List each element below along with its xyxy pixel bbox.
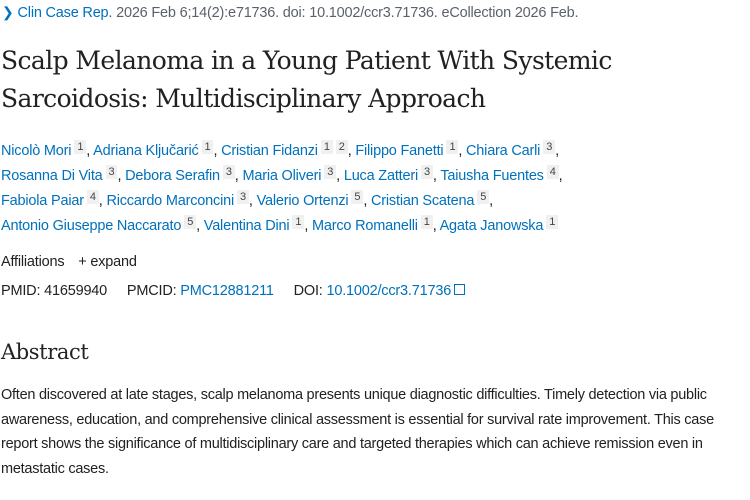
separator: ,	[98, 193, 107, 209]
journal-link[interactable]: Clin Case Rep.	[17, 5, 113, 21]
expand-affiliations-button[interactable]: + expand	[78, 254, 137, 270]
author-line: Antonio Giuseppe Naccarato 5, Valentina D…	[1, 214, 563, 239]
author-line: Fabiola Paiar 4, Riccardo Marconcini 3, Va…	[1, 189, 563, 214]
separator: ,	[86, 143, 94, 159]
separator: ,	[213, 143, 222, 159]
author-link[interactable]: Cristian Fidanzi	[221, 143, 318, 159]
author-link[interactable]: Adriana Ključarić	[93, 143, 199, 159]
affiliation-number[interactable]: 1	[420, 215, 433, 229]
affiliation-number[interactable]: 3	[421, 165, 433, 179]
separator: ,	[458, 143, 467, 159]
affiliation-number[interactable]: 3	[222, 165, 235, 179]
author-link[interactable]: Chiara Carli	[466, 143, 541, 159]
citation-details: 2026 Feb 6;14(2):e71736. doi: 10.1002/cc…	[116, 5, 579, 21]
affiliation-number[interactable]: 1	[320, 140, 333, 154]
affiliations-label: Affiliations	[1, 254, 65, 270]
author-link[interactable]: Riccardo Marconcini	[106, 193, 234, 209]
pmcid-link[interactable]: PMC12881211	[180, 283, 274, 299]
separator: ,	[336, 168, 344, 184]
separator: ,	[117, 168, 126, 184]
pmcid-label: PMCID:	[126, 283, 177, 299]
external-link-icon[interactable]	[454, 284, 466, 295]
affiliation-number[interactable]: 4	[86, 190, 99, 204]
affiliation-number[interactable]: 5	[351, 190, 364, 204]
affiliation-number[interactable]: 3	[324, 165, 337, 179]
separator: ,	[347, 143, 356, 159]
abstract-heading: Abstract	[1, 340, 89, 364]
author-link[interactable]: Valentina Dini	[203, 218, 290, 234]
author-link[interactable]: Nicolò Mori	[1, 143, 72, 159]
pmid-value: 41659940	[44, 283, 108, 299]
author-link[interactable]: Taiusha Fuentes	[440, 168, 544, 184]
affiliation-number[interactable]: 1	[74, 140, 87, 154]
author-link[interactable]: Maria Oliveri	[242, 168, 322, 184]
separator: ,	[248, 193, 257, 209]
author-link[interactable]: Marco Romanelli	[312, 218, 418, 234]
author-line: Nicolò Mori 1, Adriana Ključarić 1, Cristi…	[1, 139, 563, 164]
chevron-right-icon[interactable]: ❯	[2, 4, 14, 20]
author-link[interactable]: Valerio Ortenzi	[256, 193, 349, 209]
author-link[interactable]: Cristian Scatena	[371, 193, 475, 209]
author-link[interactable]: Luca Zatteri	[343, 168, 418, 184]
page-title: Scalp Melanoma in a Young Patient With S…	[1, 46, 612, 113]
affiliation-number[interactable]: 1	[446, 140, 459, 154]
separator: ,	[489, 193, 493, 209]
affiliation-number[interactable]: 3	[105, 165, 118, 179]
author-link[interactable]: Fabiola Paiar	[1, 193, 84, 209]
identifiers: PMID: 41659940 PMCID: PMC12881211 DOI: 1…	[1, 283, 466, 299]
author-line: Rosanna Di Vita 3, Debora Serafin 3, Maria…	[1, 164, 563, 189]
affiliation-number[interactable]: 5	[477, 190, 490, 204]
author-link[interactable]: Filippo Fanetti	[355, 143, 444, 159]
separator: ,	[234, 168, 243, 184]
affiliation-number[interactable]: 5	[184, 215, 197, 229]
doi-label: DOI:	[293, 283, 323, 299]
affiliation-number[interactable]: 1	[546, 215, 559, 229]
separator: ,	[432, 218, 440, 234]
affiliation-number[interactable]: 3	[237, 190, 249, 204]
affiliation-number[interactable]: 1	[201, 140, 214, 154]
pmid-label: PMID:	[1, 283, 41, 299]
doi-link[interactable]: 10.1002/ccr3.71736	[326, 283, 452, 299]
author-link[interactable]: Agata Janowska	[439, 218, 544, 234]
affiliations: Affiliations + expand	[1, 254, 137, 270]
author-link[interactable]: Debora Serafin	[125, 168, 220, 184]
separator: ,	[363, 193, 372, 209]
author-link[interactable]: Rosanna Di Vita	[1, 168, 103, 184]
separator: ,	[304, 218, 312, 234]
separator: ,	[432, 168, 441, 184]
author-list: Nicolò Mori 1, Adriana Ključarić 1, Cristi…	[1, 139, 563, 239]
separator: ,	[196, 218, 204, 234]
separator: ,	[555, 143, 559, 159]
affiliation-number[interactable]: 4	[546, 165, 559, 179]
affiliation-number[interactable]: 3	[543, 140, 556, 154]
separator: ,	[558, 168, 563, 184]
author-link[interactable]: Antonio Giuseppe Naccarato	[1, 218, 182, 234]
affiliation-number[interactable]: 2	[335, 140, 348, 154]
citation: ❯ Clin Case Rep. 2026 Feb 6;14(2):e71736.…	[2, 4, 579, 21]
abstract-text: Often discovered at late stages, scalp m…	[1, 387, 714, 477]
affiliation-number[interactable]: 1	[292, 215, 305, 229]
